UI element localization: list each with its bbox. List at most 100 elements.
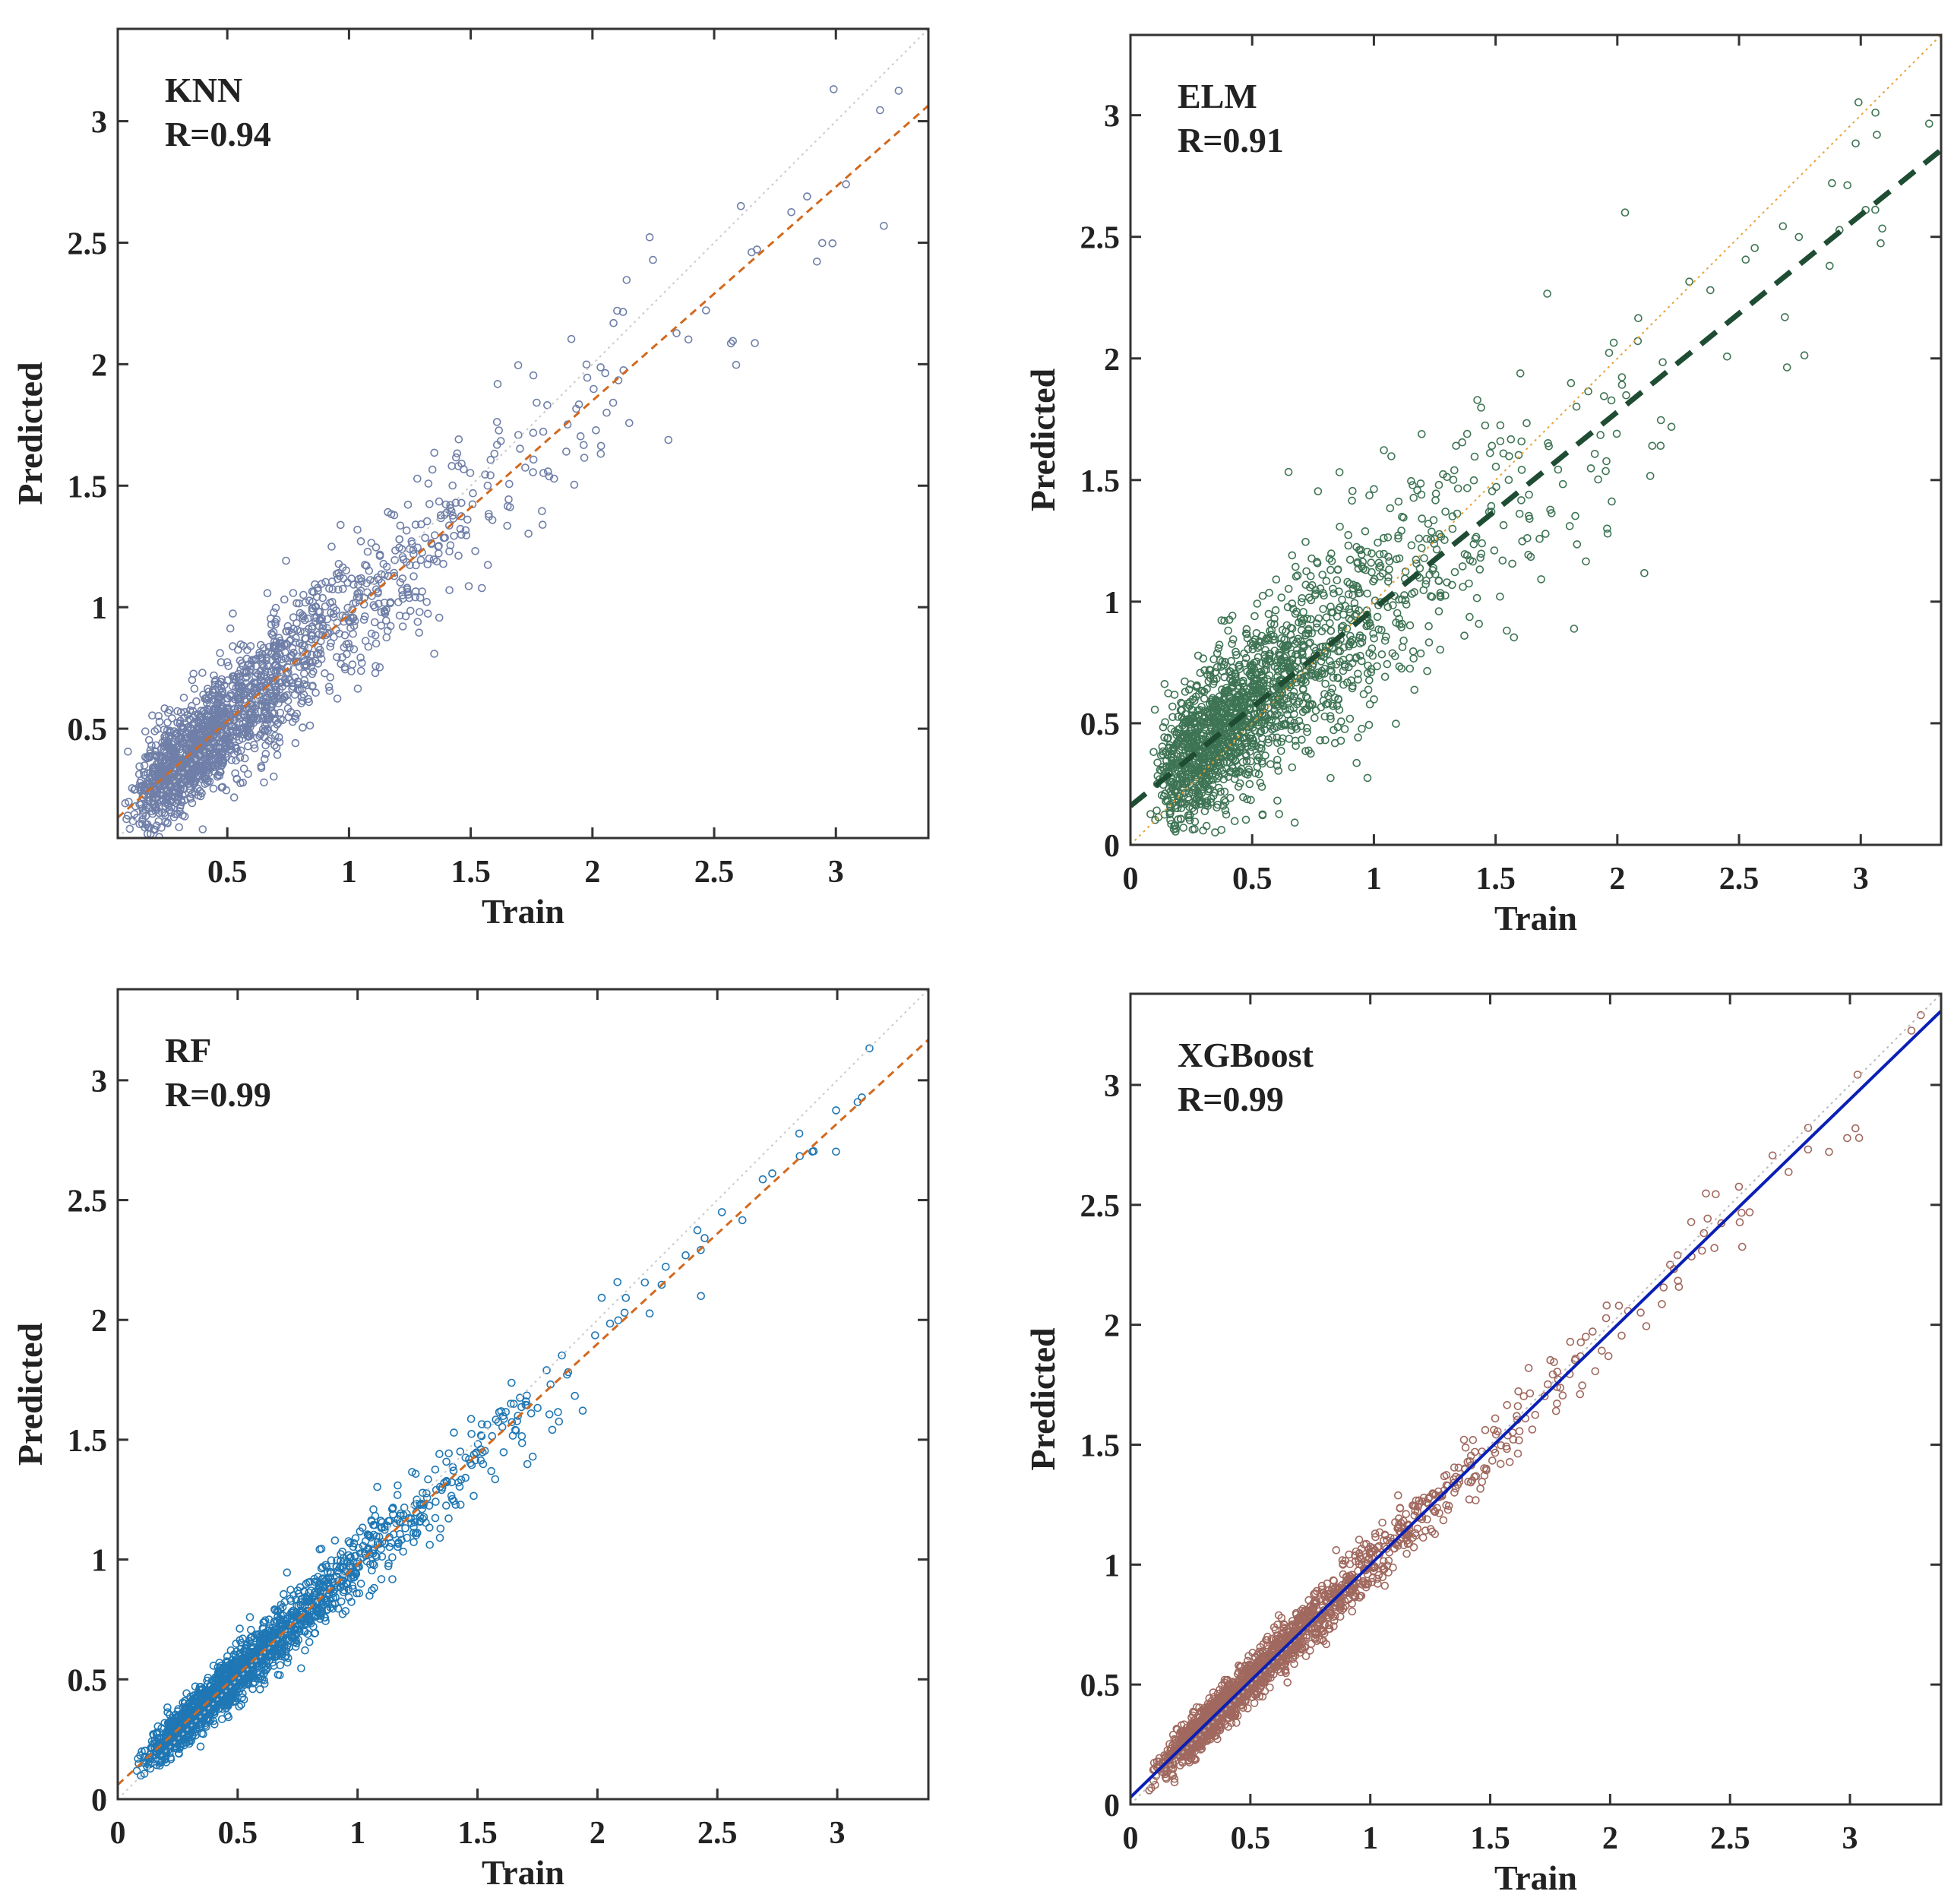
data-point	[1288, 763, 1297, 772]
data-point	[292, 710, 302, 718]
data-point	[1491, 462, 1500, 471]
data-point	[436, 511, 445, 520]
data-point	[1398, 643, 1407, 652]
data-point	[1750, 244, 1759, 252]
data-point	[1877, 239, 1885, 248]
data-point	[1170, 691, 1179, 699]
data-point	[425, 554, 434, 563]
data-point	[529, 455, 538, 464]
data-point	[415, 628, 424, 637]
data-point	[1178, 699, 1187, 708]
data-point	[1265, 654, 1274, 663]
data-point	[516, 444, 524, 453]
data-point	[1488, 441, 1497, 451]
data-point	[464, 582, 473, 590]
data-point	[235, 714, 244, 723]
data-point	[167, 803, 175, 811]
data-point	[1176, 770, 1184, 779]
data-point	[1304, 746, 1313, 755]
data-point	[1472, 533, 1481, 542]
data-point	[488, 1431, 497, 1441]
data-point	[657, 1280, 666, 1289]
data-point	[1211, 764, 1220, 773]
data-point	[1469, 476, 1478, 485]
data-point	[1337, 717, 1345, 726]
data-point	[1245, 780, 1254, 789]
data-point	[1261, 646, 1269, 655]
data-point	[1298, 619, 1307, 628]
data-point	[1422, 576, 1431, 585]
data-point	[289, 589, 298, 597]
data-point	[1270, 614, 1279, 623]
data-point	[1250, 612, 1259, 621]
data-point	[1339, 680, 1348, 689]
data-point	[1174, 815, 1182, 824]
data-point	[1257, 631, 1266, 640]
data-point	[223, 694, 232, 703]
data-point	[494, 1418, 503, 1426]
panel-knn: 0.5 1 1.5 2 2.5 30.511.522.53TrainPredictedKN…	[11, 27, 930, 931]
data-point	[1292, 572, 1301, 581]
data-point	[174, 736, 182, 745]
data-point	[1517, 496, 1526, 504]
data-point	[486, 455, 495, 464]
data-point	[828, 239, 837, 248]
data-point	[1247, 662, 1256, 671]
data-point	[1206, 795, 1216, 803]
data-point	[609, 398, 618, 407]
data-point	[456, 1447, 465, 1456]
data-point	[254, 1642, 263, 1650]
data-point	[1280, 669, 1289, 678]
data-point	[1333, 612, 1342, 621]
data-point	[296, 627, 305, 636]
data-point	[664, 435, 673, 444]
data-point	[368, 592, 376, 600]
data-point	[1499, 449, 1508, 458]
data-point	[1371, 596, 1380, 605]
data-point	[1166, 816, 1175, 824]
data-point	[1397, 623, 1405, 631]
data-point	[1186, 774, 1195, 783]
data-point	[1232, 650, 1241, 659]
data-point	[258, 685, 267, 694]
data-point	[446, 541, 455, 550]
data-point	[189, 732, 198, 740]
data-point	[1407, 476, 1415, 485]
data-point	[413, 474, 422, 483]
data-point	[1265, 717, 1274, 726]
data-point	[1393, 555, 1401, 564]
data-point	[172, 776, 181, 785]
data-point	[504, 495, 513, 504]
data-point	[590, 1331, 599, 1339]
data-point	[360, 612, 369, 621]
data-point	[250, 744, 259, 753]
data-point	[1554, 465, 1563, 474]
data-point	[194, 725, 203, 734]
data-point	[1273, 733, 1282, 742]
data-point	[1854, 98, 1863, 106]
data-point	[1273, 658, 1281, 667]
data-point	[330, 1536, 340, 1545]
data-point	[349, 1539, 359, 1548]
data-point	[1349, 486, 1357, 495]
data-point	[457, 512, 466, 520]
data-point	[160, 704, 169, 713]
data-point	[227, 755, 236, 764]
data-point	[270, 666, 278, 675]
data-point	[340, 631, 349, 640]
data-point	[507, 1418, 517, 1427]
data-point	[1222, 686, 1230, 695]
data-point	[1361, 527, 1370, 536]
data-point	[514, 1412, 523, 1420]
data-point	[382, 633, 391, 642]
data-point	[582, 360, 591, 369]
data-point	[338, 584, 347, 593]
data-point	[259, 644, 268, 653]
data-point	[1601, 467, 1610, 476]
data-point	[175, 823, 183, 831]
data-point	[1356, 546, 1365, 555]
data-point	[1242, 751, 1250, 761]
data-point	[318, 580, 326, 588]
data-point	[1426, 592, 1435, 601]
data-point	[1269, 636, 1277, 644]
